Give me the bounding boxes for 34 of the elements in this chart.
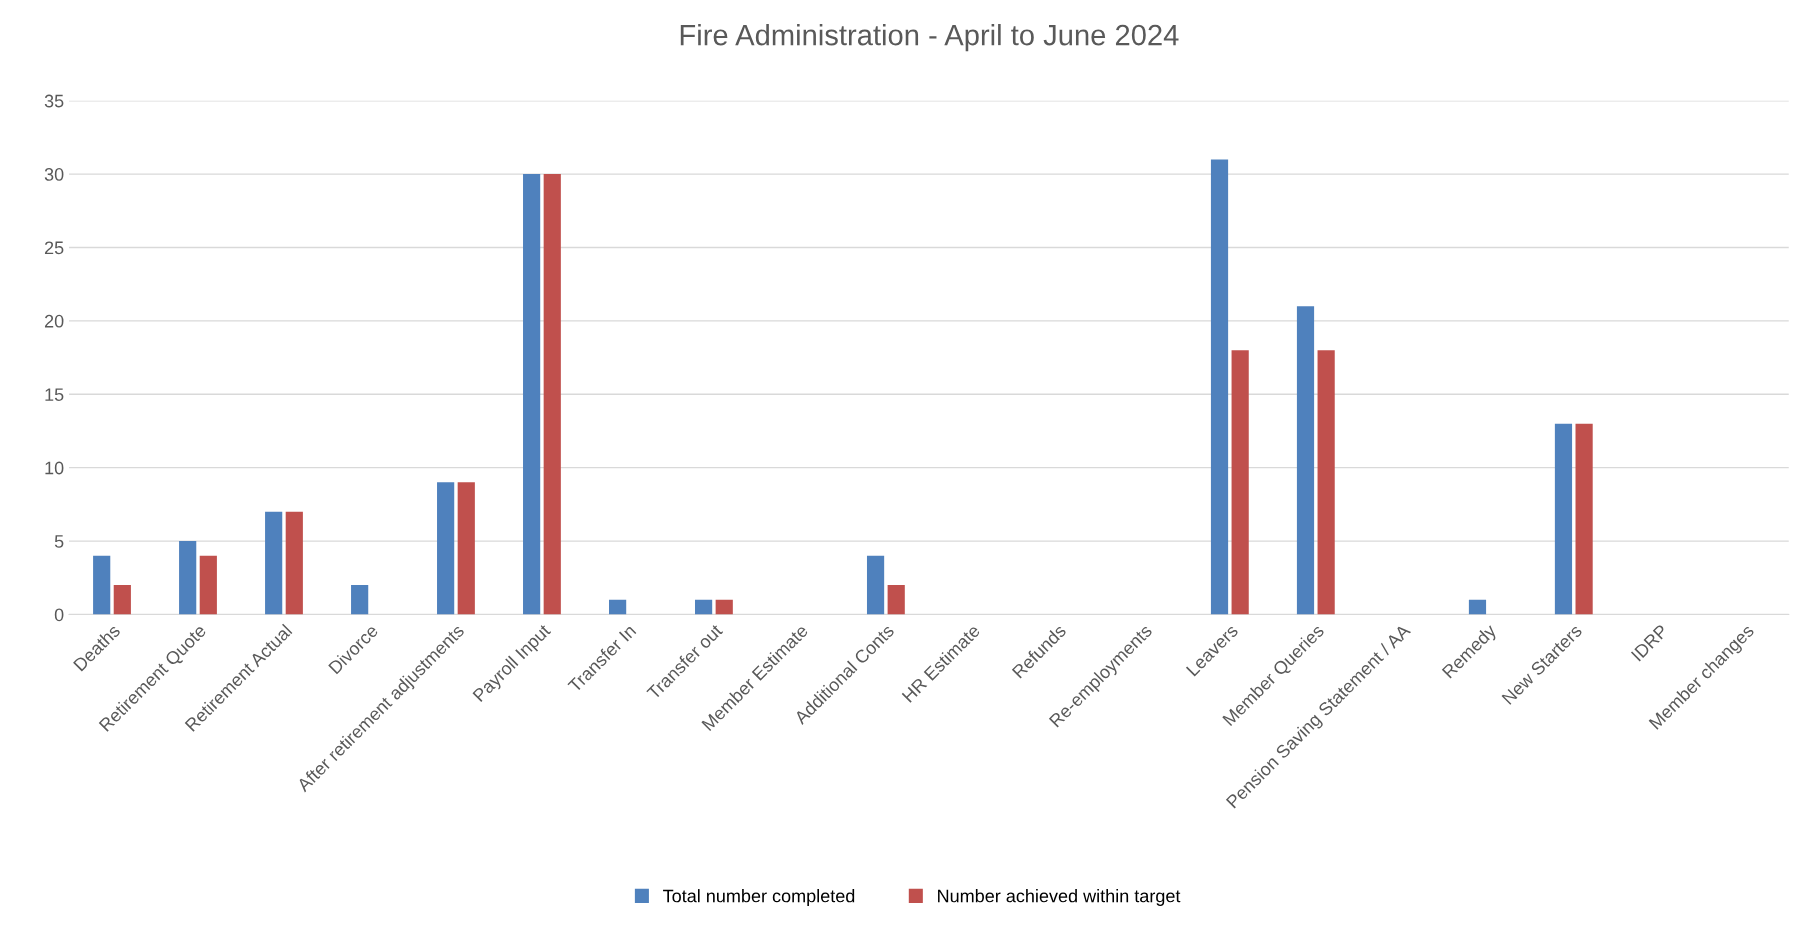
bar [285, 511, 303, 615]
y-tick-label: 10 [45, 461, 64, 475]
bar [93, 555, 111, 615]
bar [437, 482, 455, 615]
bar [265, 511, 283, 615]
bar [1468, 599, 1487, 615]
bar [179, 541, 197, 615]
y-tick-label: 35 [44, 94, 64, 108]
bar [457, 482, 475, 615]
bar [1575, 423, 1593, 615]
y-tick-label: 25 [44, 241, 64, 255]
bar [543, 174, 561, 615]
bar [887, 585, 905, 615]
chart-title: Fire Administration - April to June 2024 [680, 23, 1179, 52]
bar [1554, 423, 1573, 615]
bar [715, 599, 733, 615]
y-tick-label: 20 [44, 314, 64, 328]
legend-label: Total number completed [663, 889, 855, 906]
bar [1210, 159, 1229, 615]
y-tick-label: 5 [54, 535, 64, 548]
bar [1317, 350, 1335, 615]
y-tick-label: 30 [44, 168, 64, 181]
bar [609, 599, 627, 615]
bar [351, 585, 369, 615]
bar [1296, 306, 1315, 615]
bar [523, 174, 541, 615]
bar [695, 599, 713, 615]
legend-label: Number achieved within target [938, 889, 1181, 906]
bar [113, 585, 131, 615]
bar [199, 555, 217, 615]
y-tick-label: 15 [45, 388, 64, 401]
bar [1231, 350, 1249, 615]
y-tick-label: 0 [54, 608, 64, 622]
bar [866, 555, 885, 615]
